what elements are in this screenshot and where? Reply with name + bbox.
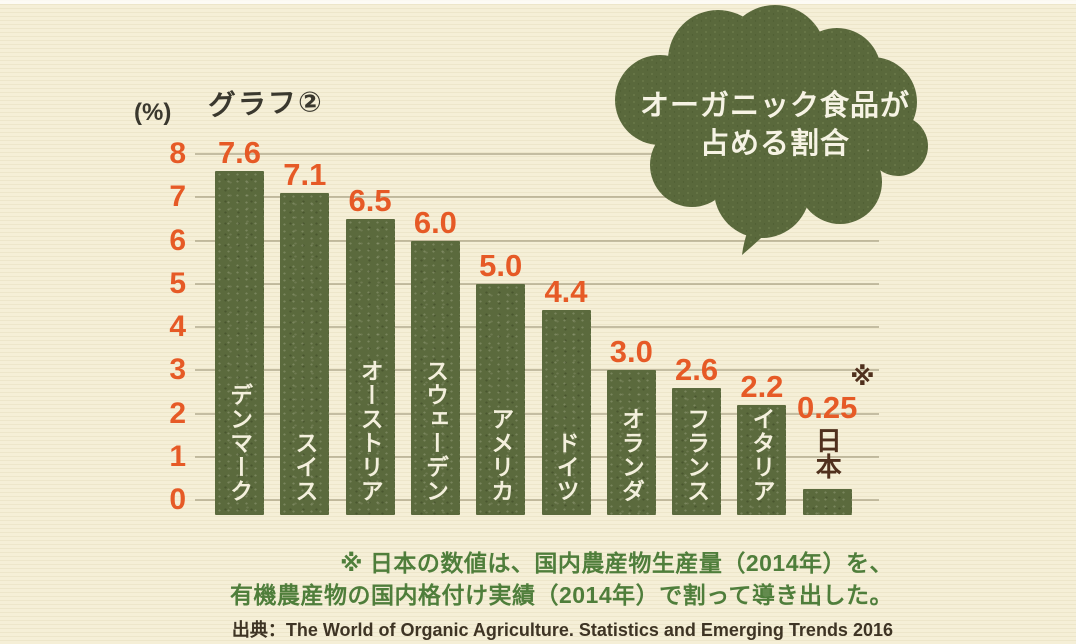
bar-country-label: イタリア	[737, 405, 786, 503]
footnote-line1: ※ 日本の数値は、国内農産物生産量（2014年）を、	[340, 550, 893, 576]
bar-オーストリア	[345, 218, 395, 515]
gridline-4	[195, 326, 879, 328]
y-tick-label-0: 0	[169, 483, 186, 516]
bar-オランダ	[606, 370, 656, 515]
y-tick-label-3: 3	[169, 353, 186, 387]
gridline-0	[195, 499, 879, 501]
chart-title: グラフ②	[207, 85, 325, 122]
bar-country-label-text: オランダ	[618, 407, 645, 503]
bar-アメリカ	[476, 283, 526, 515]
gridline-3	[195, 369, 879, 372]
bar-スウェーデン	[410, 240, 460, 515]
gridline-5	[195, 282, 879, 285]
bar-country-label: デンマーク	[215, 171, 264, 503]
bar-value-label: 6.0	[413, 204, 457, 240]
bar-value-label: 4.4	[544, 273, 588, 309]
footnote-block: ※ 日本の数値は、国内農産物生産量（2014年）を、 有機農産物の国内格付け実績…	[230, 548, 893, 642]
bar-country-label-text: ドイツ	[553, 430, 580, 503]
bar-country-label: オランダ	[607, 370, 656, 503]
bar-country-label: スウェーデン	[411, 241, 460, 503]
japan-note-mark: ※	[850, 363, 875, 392]
bar-value-label: 3.0	[609, 334, 653, 370]
gridline-7	[195, 196, 879, 199]
bar-value-label: 2.6	[675, 351, 719, 387]
gridline-2	[195, 412, 879, 415]
speech-bubble-tail	[742, 194, 800, 255]
bar-スイス	[280, 192, 330, 515]
bar-country-label-text: アメリカ	[487, 407, 514, 503]
bar-country-label: ドイツ	[542, 310, 591, 503]
footnote-line2: 有機農産物の国内格付け実績（2014年）で割って導き出した。	[229, 581, 893, 608]
gridline-1	[195, 455, 879, 458]
y-tick-label-4: 4	[169, 310, 186, 343]
bubble-text-line2: 占める割合	[700, 126, 850, 160]
bar-country-label-text: スイス	[291, 430, 318, 503]
bar-country-label: オーストリア	[346, 219, 395, 503]
speech-bubble-cloud	[615, 5, 928, 255]
bar-country-label-text: スウェーデン	[422, 359, 449, 503]
bar-country-label-text: 日本	[812, 427, 843, 480]
source-citation: 出典：The World of Organic Agriculture. Sta…	[231, 620, 893, 640]
y-tick-label-2: 2	[169, 396, 186, 430]
bar-country-label-text: イタリア	[748, 406, 775, 503]
bar-country-label-text: オーストリア	[357, 359, 384, 503]
bar-デンマーク	[215, 171, 264, 515]
gridline-8	[195, 153, 879, 155]
y-tick-label-6: 6	[169, 223, 186, 257]
bar-value-label: 0.25	[797, 390, 858, 426]
page-top-strip	[0, 0, 1076, 4]
bar-country-label: アメリカ	[476, 284, 525, 503]
y-tick-label-8: 8	[169, 137, 186, 170]
bar-country-label: フランス	[672, 388, 721, 503]
bar-country-label: 日本	[811, 427, 843, 483]
bar-country-label-text: フランス	[683, 406, 710, 503]
y-tick-label-7: 7	[169, 180, 186, 214]
bar-value-label: 7.6	[217, 135, 262, 171]
y-tick-label-1: 1	[169, 439, 186, 473]
gridline-6	[195, 239, 879, 242]
bar-country-label: スイス	[280, 193, 329, 503]
bar-value-label: 5.0	[479, 247, 523, 283]
bar-ドイツ	[541, 309, 591, 515]
y-axis-unit-label: (%)	[134, 99, 172, 126]
speech-bubble: オーガニック食品が 占める割合	[615, 5, 928, 255]
bar-value-label: 6.5	[348, 182, 392, 218]
bar-フランス	[672, 387, 722, 515]
bar-日本	[802, 489, 852, 515]
bar-country-label-text: デンマーク	[226, 382, 253, 503]
bar-value-label: 2.2	[740, 368, 784, 404]
bar-イタリア	[737, 404, 787, 515]
y-tick-label-5: 5	[169, 266, 186, 300]
bar-value-label: 7.1	[283, 156, 327, 192]
bubble-text-line1: オーガニック食品が	[640, 88, 910, 122]
